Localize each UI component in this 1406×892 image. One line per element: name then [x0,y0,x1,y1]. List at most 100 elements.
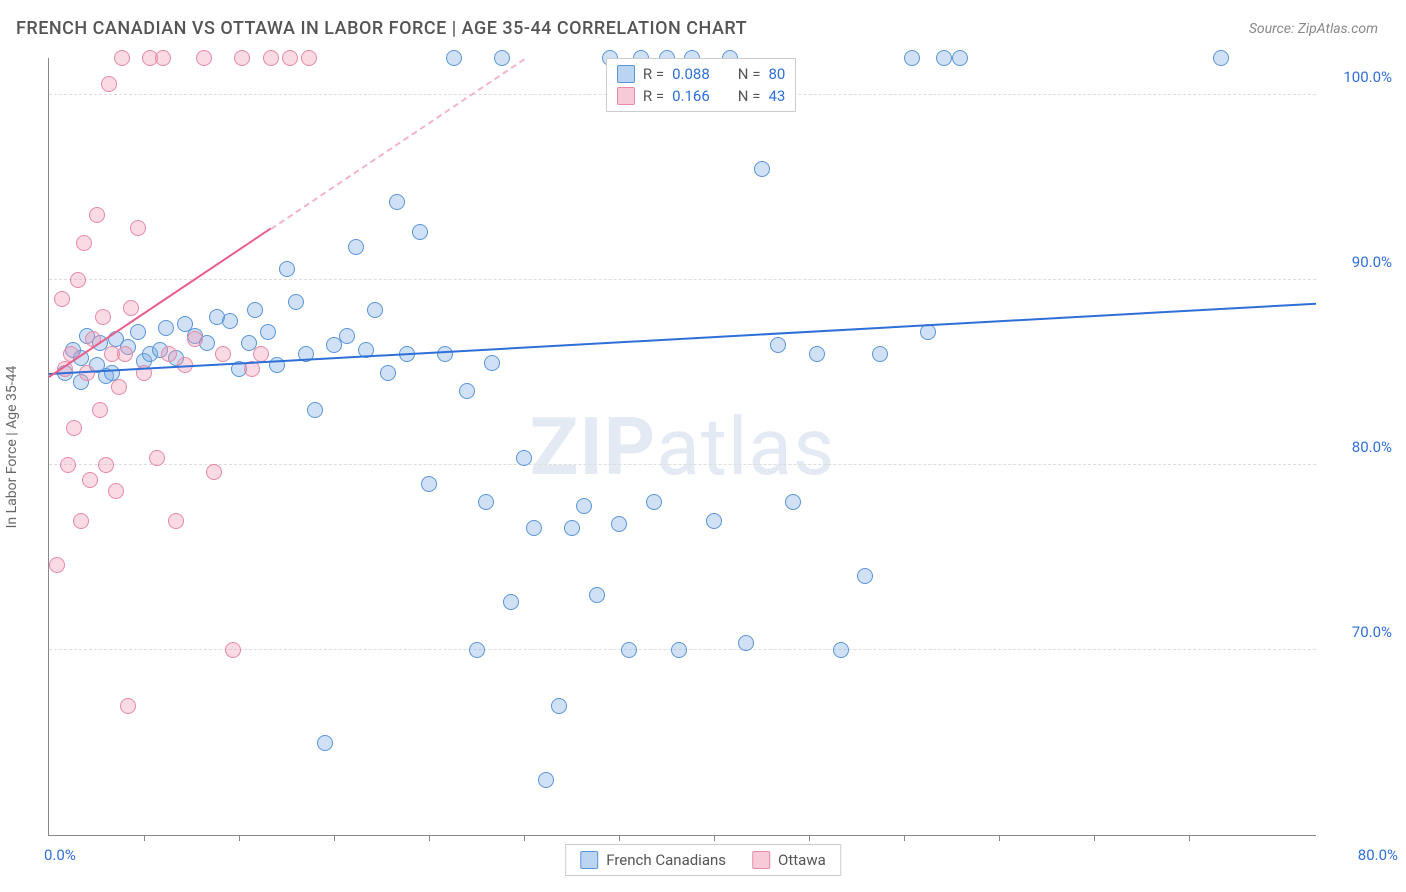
data-point [576,498,592,514]
x-tick [1094,835,1095,841]
data-point [196,50,212,66]
stat-n-value: 43 [768,87,785,105]
stat-r-label: R = [643,65,664,83]
data-point [234,50,250,66]
data-point [117,346,133,362]
x-tick [429,835,430,841]
data-point [952,50,968,66]
stats-box: R = 0.088N = 80R = 0.166N = 43 [606,58,796,112]
data-point [446,50,462,66]
data-point [738,635,754,651]
data-point [149,450,165,466]
data-point [222,313,238,329]
data-point [936,50,952,66]
data-point [66,420,82,436]
x-axis-min-label: 0.0% [44,846,76,864]
data-point [421,476,437,492]
data-point [70,272,86,288]
data-point [263,50,279,66]
chart-header: FRENCH CANADIAN VS OTTAWA IN LABOR FORCE… [0,0,1406,47]
data-point [108,483,124,499]
data-point [526,520,542,536]
legend-label: French Canadians [606,851,726,869]
data-point [301,50,317,66]
data-point [317,735,333,751]
x-tick [334,835,335,841]
chart-title: FRENCH CANADIAN VS OTTAWA IN LABOR FORCE… [16,18,747,39]
data-point [564,520,580,536]
data-point [348,239,364,255]
stats-row: R = 0.166N = 43 [617,85,785,107]
data-point [551,698,567,714]
data-point [98,457,114,473]
legend-label: Ottawa [778,851,826,869]
watermark: ZIPatlas [530,400,835,494]
legend-swatch [752,851,770,869]
data-point [646,494,662,510]
legend-swatch [580,851,598,869]
data-point [538,772,554,788]
data-point [76,235,92,251]
data-point [706,513,722,529]
data-point [206,464,222,480]
y-tick-label: 70.0% [1322,623,1392,641]
data-point [155,50,171,66]
x-axis-max-label: 80.0% [1358,846,1398,864]
data-point [785,494,801,510]
x-tick [524,835,525,841]
data-point [367,302,383,318]
chart-area: ZIPatlas 70.0%80.0%90.0%100.0% In Labor … [48,58,1316,836]
data-point [279,261,295,277]
data-point [754,161,770,177]
y-tick-label: 80.0% [1322,438,1392,456]
data-point [101,76,117,92]
stats-row: R = 0.088N = 80 [617,63,785,85]
data-point [469,642,485,658]
data-point [621,642,637,658]
data-point [130,324,146,340]
data-point [516,450,532,466]
stat-n-value: 80 [768,65,785,83]
data-point [872,346,888,362]
data-point [247,302,263,318]
data-point [484,355,500,371]
data-point [282,50,298,66]
data-point [809,346,825,362]
plot-region: ZIPatlas 70.0%80.0%90.0%100.0% [48,58,1316,836]
x-tick [144,835,145,841]
data-point [123,300,139,316]
data-point [92,402,108,418]
data-point [389,194,405,210]
data-point [253,346,269,362]
data-point [770,337,786,353]
data-point [187,331,203,347]
stat-r-value: 0.088 [672,65,710,83]
data-point [904,50,920,66]
gridline [49,279,1316,280]
data-point [89,207,105,223]
legend-swatch [617,87,635,105]
x-tick [619,835,620,841]
data-point [120,698,136,714]
data-point [611,516,627,532]
data-point [60,457,76,473]
y-axis-label: In Labor Force | Age 35-44 [4,366,20,529]
x-tick [809,835,810,841]
data-point [494,50,510,66]
data-point [158,320,174,336]
data-point [82,472,98,488]
data-point [503,594,519,610]
data-point [478,494,494,510]
data-point [49,557,65,573]
y-tick-label: 90.0% [1322,253,1392,271]
data-point [260,324,276,340]
x-tick [714,835,715,841]
legend-swatch [617,65,635,83]
stat-r-value: 0.166 [672,87,710,105]
data-point [95,309,111,325]
data-point [288,294,304,310]
data-point [671,642,687,658]
data-point [111,379,127,395]
data-point [1213,50,1229,66]
data-point [130,220,146,236]
